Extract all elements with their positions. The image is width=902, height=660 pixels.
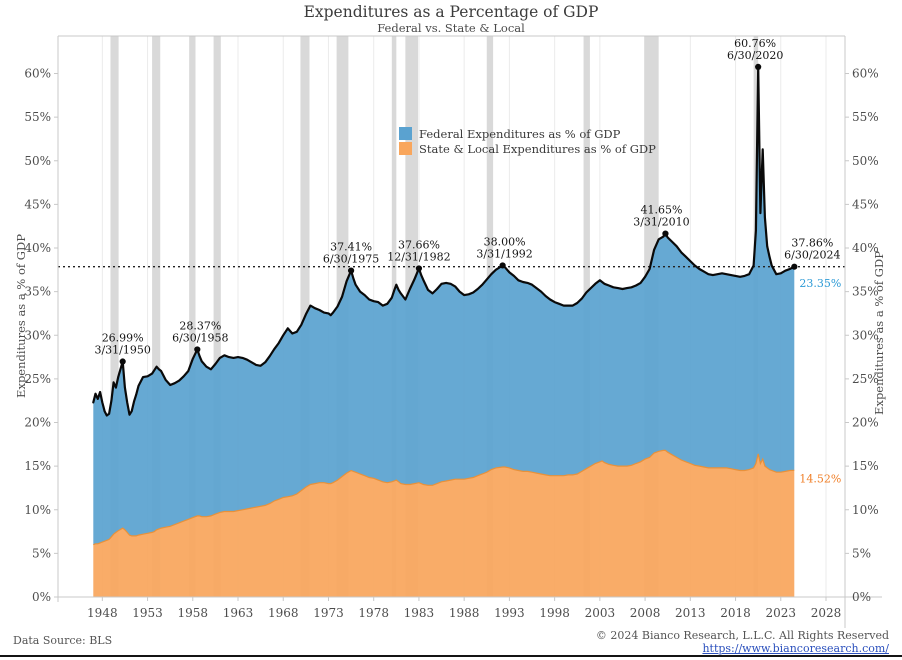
federal-color-swatch [399, 127, 412, 140]
x-axis-tick-label: 2003 [585, 606, 616, 620]
y-axis-tick-label-left: 10% [24, 503, 51, 517]
x-axis-tick-label: 1988 [449, 606, 480, 620]
current-value-label: 14.52% [799, 472, 841, 485]
chart-title: Expenditures as a Percentage of GDP [303, 3, 599, 21]
annotation-dot [499, 262, 506, 269]
copyright-text: © 2024 Bianco Research, L.L.C. All Right… [595, 629, 889, 642]
y-axis-tick-label-right: 35% [852, 285, 879, 299]
annotation-date: 6/30/2020 [727, 49, 783, 62]
x-axis-tick-label: 1983 [404, 606, 435, 620]
annotation-value: 37.66% [398, 238, 440, 251]
annotation-date: 6/30/2024 [784, 249, 840, 262]
y-axis-tick-label-right: 25% [852, 372, 879, 386]
legend-label-federal: Federal Expenditures as % of GDP [419, 126, 621, 141]
annotation-date: 6/30/1975 [323, 253, 379, 266]
annotation-date: 3/31/1950 [94, 344, 150, 357]
y-axis-tick-label-right: 60% [852, 67, 879, 81]
current-value-label: 23.35% [799, 277, 841, 290]
annotation-dot [194, 346, 201, 353]
annotation-dot [755, 63, 762, 70]
x-axis-tick-label: 2008 [630, 606, 661, 620]
annotation-dot [119, 358, 126, 365]
x-axis-tick-label: 2023 [766, 606, 797, 620]
y-axis-tick-label-left: 60% [24, 67, 51, 81]
x-axis-tick-label: 1953 [132, 606, 163, 620]
x-axis-tick-label: 2013 [675, 606, 706, 620]
annotation-date: 3/31/1992 [476, 247, 532, 260]
state-local-top-line [93, 449, 795, 546]
x-axis-tick-label: 2018 [720, 606, 751, 620]
state-local-area [93, 450, 795, 597]
annotation-value: 41.65% [640, 204, 682, 217]
y-axis-tick-label-right: 20% [852, 416, 879, 430]
y-axis-tick-label-left: 20% [24, 416, 51, 430]
annotation-date: 6/30/1958 [172, 331, 228, 344]
y-axis-tick-label-right: 50% [852, 154, 879, 168]
annotation-dot [662, 230, 669, 237]
y-axis-tick-label-left: 35% [24, 285, 51, 299]
y-axis-tick-label-left: 50% [24, 154, 51, 168]
legend-item-federal: Federal Expenditures as % of GDP [399, 126, 656, 141]
recession-shading-bar [189, 36, 196, 597]
y-axis-tick-label-right: 15% [852, 459, 879, 473]
annotation-value: 37.86% [791, 237, 833, 250]
annotation-dot [415, 265, 423, 272]
state-local-color-swatch [399, 142, 412, 155]
x-axis-tick-label: 1958 [178, 606, 209, 620]
y-axis-tick-label-right: 40% [852, 241, 879, 255]
x-axis-tick-label: 1963 [223, 606, 254, 620]
x-axis-tick-label: 1993 [494, 606, 525, 620]
y-axis-tick-label-left: 25% [24, 372, 51, 386]
x-axis-tick-label: 1973 [313, 606, 344, 620]
annotation-date: 3/31/2010 [633, 216, 689, 229]
chart-legend: Federal Expenditures as % of GDP State &… [399, 126, 656, 156]
federal-area [93, 66, 795, 545]
x-axis-tick-label: 1968 [268, 606, 299, 620]
x-axis-tick-label: 1948 [87, 606, 118, 620]
data-source-note: Data Source: BLS [13, 634, 113, 647]
annotation-value: 26.99% [102, 332, 144, 345]
annotation-date: 12/31/1982 [387, 250, 450, 263]
annotation-dot [347, 267, 355, 274]
y-axis-tick-label-left: 55% [24, 110, 51, 124]
recession-shading-bar [110, 36, 119, 597]
total-expenditures-line [92, 65, 796, 417]
y-axis-tick-label-left: 15% [24, 459, 51, 473]
y-axis-tick-label-left: 5% [32, 546, 51, 560]
bianco-research-link[interactable]: https://www.biancoresearch.com/ [702, 642, 889, 655]
legend-item-state-local: State & Local Expenditures as % of GDP [399, 141, 656, 156]
annotation-value: 60.76% [734, 37, 776, 50]
y-axis-tick-label-left: 45% [24, 197, 51, 211]
annotation-value: 37.41% [330, 241, 372, 254]
y-axis-tick-label-left: 40% [24, 241, 51, 255]
y-axis-label-left: Expenditures as a % of GDP [14, 234, 28, 398]
y-axis-tick-label-right: 30% [852, 328, 879, 342]
annotation-value: 38.00% [484, 235, 526, 248]
recession-shading-bar [213, 36, 221, 597]
y-axis-tick-label-right: 5% [852, 546, 871, 560]
annotation-dot [791, 263, 798, 270]
y-axis-tick-label-left: 0% [32, 590, 51, 604]
bottom-border-line [0, 655, 902, 657]
x-axis-tick-label: 1998 [539, 606, 570, 620]
copyright-block: © 2024 Bianco Research, L.L.C. All Right… [596, 629, 889, 655]
y-axis-tick-label-left: 30% [24, 328, 51, 342]
y-axis-label-right: Expenditures as a % of GDP [872, 251, 886, 415]
y-axis-tick-label-right: 55% [852, 110, 879, 124]
chart-subtitle: Federal vs. State & Local [377, 21, 525, 35]
recession-shading-bar [152, 36, 161, 597]
x-axis-tick-label: 1978 [358, 606, 389, 620]
annotation-value: 28.37% [179, 319, 221, 332]
y-axis-tick-label-right: 10% [852, 503, 879, 517]
x-axis-tick-label: 2028 [811, 606, 842, 620]
y-axis-tick-label-right: 0% [852, 590, 871, 604]
legend-label-state-local: State & Local Expenditures as % of GDP [419, 141, 656, 156]
y-axis-tick-label-right: 45% [852, 197, 879, 211]
